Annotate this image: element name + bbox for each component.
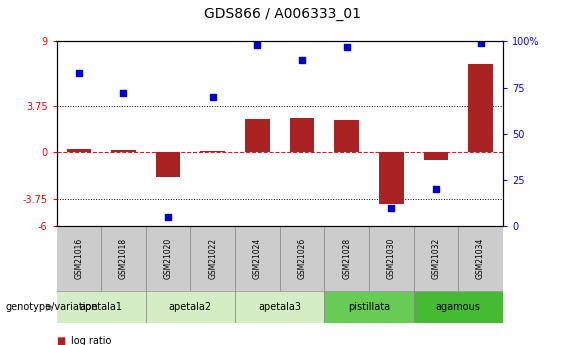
Bar <box>324 291 414 323</box>
Bar <box>101 226 146 291</box>
Point <box>432 187 441 192</box>
Text: agamous: agamous <box>436 302 481 312</box>
Text: GSM21018: GSM21018 <box>119 238 128 279</box>
Text: log ratio: log ratio <box>71 336 111 345</box>
Point <box>387 205 396 210</box>
Text: apetala3: apetala3 <box>258 302 301 312</box>
Bar <box>201 151 225 152</box>
Bar <box>280 226 324 291</box>
Text: GSM21032: GSM21032 <box>432 238 440 279</box>
Bar <box>468 63 493 152</box>
Point <box>476 40 485 46</box>
Bar <box>290 118 314 152</box>
Text: ■: ■ <box>56 336 66 345</box>
Bar <box>369 226 414 291</box>
Text: GSM21030: GSM21030 <box>387 238 396 279</box>
Bar <box>67 149 91 152</box>
Text: apetala1: apetala1 <box>80 302 123 312</box>
Bar <box>235 226 280 291</box>
Text: GSM21022: GSM21022 <box>208 238 217 279</box>
Bar <box>414 226 458 291</box>
Text: GSM21034: GSM21034 <box>476 238 485 279</box>
Bar <box>156 152 180 177</box>
Text: GSM21026: GSM21026 <box>298 238 306 279</box>
Point <box>342 44 351 50</box>
Text: GSM21028: GSM21028 <box>342 238 351 279</box>
Text: GSM21024: GSM21024 <box>253 238 262 279</box>
Bar <box>334 120 359 152</box>
Bar <box>379 152 403 204</box>
Bar <box>190 226 235 291</box>
Bar <box>56 226 101 291</box>
Bar <box>324 226 369 291</box>
Text: apetala2: apetala2 <box>169 302 212 312</box>
Bar <box>111 150 136 152</box>
Bar <box>146 226 190 291</box>
Bar <box>235 291 324 323</box>
Point <box>164 214 173 220</box>
Bar <box>414 291 503 323</box>
Bar <box>56 291 146 323</box>
Text: genotype/variation: genotype/variation <box>6 302 98 312</box>
Text: GSM21016: GSM21016 <box>75 238 83 279</box>
Point <box>74 70 84 76</box>
Point <box>119 90 128 96</box>
Bar <box>458 226 503 291</box>
Point <box>297 57 306 63</box>
Point <box>253 42 262 48</box>
Text: pistillata: pistillata <box>348 302 390 312</box>
Text: GSM21020: GSM21020 <box>164 238 172 279</box>
Bar <box>245 119 270 152</box>
Point <box>208 94 218 100</box>
Bar <box>146 291 235 323</box>
Bar <box>424 152 448 160</box>
Text: GDS866 / A006333_01: GDS866 / A006333_01 <box>204 7 361 21</box>
